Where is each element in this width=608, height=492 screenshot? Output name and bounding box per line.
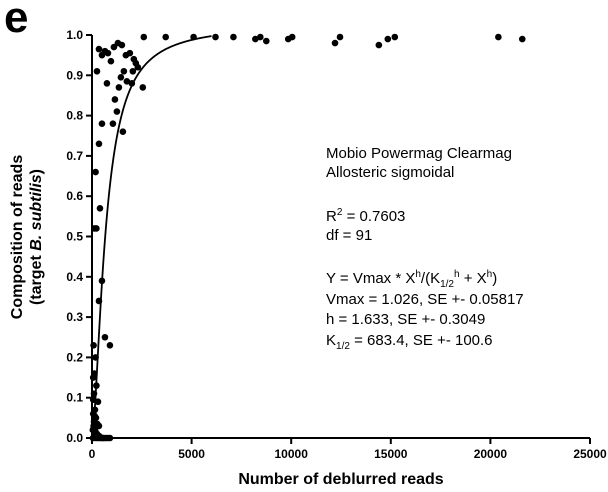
data-point (92, 354, 99, 361)
y-tick-label: 0.5 (66, 230, 83, 244)
data-point (107, 57, 115, 65)
data-point (91, 412, 98, 420)
data-point (117, 74, 125, 81)
data-point (101, 333, 109, 341)
y-axis-title: Composition of reads (9, 155, 26, 320)
data-point (384, 35, 392, 43)
data-point (263, 37, 270, 45)
data-point (252, 35, 259, 43)
data-point (375, 41, 383, 49)
y-tick-label: 0.2 (66, 350, 83, 364)
y-tick-label: 0.7 (66, 149, 83, 163)
data-point (230, 33, 237, 41)
data-point (111, 96, 119, 103)
data-point (93, 420, 101, 428)
y-tick-label: 0.8 (66, 109, 83, 123)
data-point (212, 33, 219, 41)
data-point (90, 390, 98, 397)
data-point (103, 80, 111, 87)
y-tick-label: 0.6 (66, 189, 83, 203)
data-point (128, 80, 136, 87)
data-point (139, 84, 147, 91)
data-point (89, 374, 97, 381)
x-tick-label: 10000 (275, 447, 309, 461)
y-tick-label: 0.0 (66, 431, 83, 445)
data-point (110, 43, 118, 51)
data-point (129, 67, 137, 75)
data-point (92, 168, 99, 176)
annotation-model: Allosteric sigmoidal (326, 164, 454, 181)
annotation-dataset: Mobio Powermag Clearmag (326, 145, 512, 162)
data-point (91, 225, 98, 232)
data-point (113, 108, 121, 115)
data-point (97, 433, 104, 441)
annotation-h: h = 1.633, SE +- 0.3049 (326, 311, 485, 328)
data-point (331, 39, 339, 47)
y-tick-label: 0.3 (66, 310, 83, 324)
annotation-k-half: K1/2 = 683.4, SE +- 100.6 (326, 332, 493, 352)
data-point (93, 382, 100, 389)
data-point (109, 120, 117, 127)
data-point (106, 434, 114, 442)
x-tick-label: 15000 (374, 447, 408, 461)
data-point (257, 33, 264, 41)
annotation-r-squared: R2 = 0.7603 (326, 207, 405, 225)
data-point (93, 67, 101, 75)
data-point (288, 33, 296, 41)
data-point (336, 33, 344, 41)
data-point (98, 277, 106, 285)
data-point (90, 342, 97, 349)
data-point (89, 434, 97, 442)
data-point (518, 35, 526, 43)
annotation-equation: Y = Vmax * Xh/(K1/2h + Xh) (326, 269, 497, 290)
data-point (98, 120, 106, 127)
data-point (89, 426, 97, 434)
data-point (162, 33, 170, 41)
x-tick-label: 5000 (178, 447, 205, 461)
data-point (140, 33, 148, 41)
data-point (123, 78, 131, 85)
x-tick-label: 25000 (573, 447, 607, 461)
data-point (134, 63, 142, 71)
y-axis-title-line1: Composition of reads (9, 155, 26, 320)
y-tick-label: 0.9 (66, 68, 83, 82)
data-point (126, 49, 134, 57)
data-point (98, 51, 106, 59)
y-ticks: 0.0 0.1 0.2 0.3 0.4 0.5 0.6 0.7 0.8 0.9 1.0 (66, 28, 92, 445)
x-tick-label: 0 (89, 447, 96, 461)
species-name: B. subtilis (28, 174, 45, 251)
fit-curve (91, 35, 212, 439)
data-point (95, 45, 103, 53)
annotation-vmax: Vmax = 1.026, SE +- 0.05817 (326, 291, 524, 308)
data-point (119, 128, 127, 136)
y-tick-label: 0.1 (66, 391, 83, 405)
data-point (95, 140, 103, 148)
x-ticks: 0 5000 10000 15000 20000 25000 (89, 438, 607, 461)
data-points (89, 33, 526, 442)
data-point (96, 204, 104, 212)
y-tick-label: 1.0 (66, 28, 83, 42)
data-point (391, 33, 399, 41)
data-point (95, 297, 103, 305)
panel-letter: e (4, 0, 28, 42)
x-axis-title: Number of deblurred reads (238, 471, 443, 488)
x-tick-label: 20000 (474, 447, 508, 461)
data-point (115, 84, 123, 91)
data-point (120, 67, 128, 75)
y-tick-label: 0.4 (66, 270, 83, 284)
data-point (495, 33, 502, 41)
data-point (89, 396, 97, 404)
fit-annotation: Mobio Powermag Clearmag Allosteric sigmo… (326, 145, 524, 352)
data-point (118, 41, 126, 49)
annotation-df: df = 91 (326, 227, 372, 244)
data-point (106, 342, 114, 349)
y-axis-subtitle: (target B. subtilis) (28, 169, 45, 305)
data-point (190, 33, 197, 41)
